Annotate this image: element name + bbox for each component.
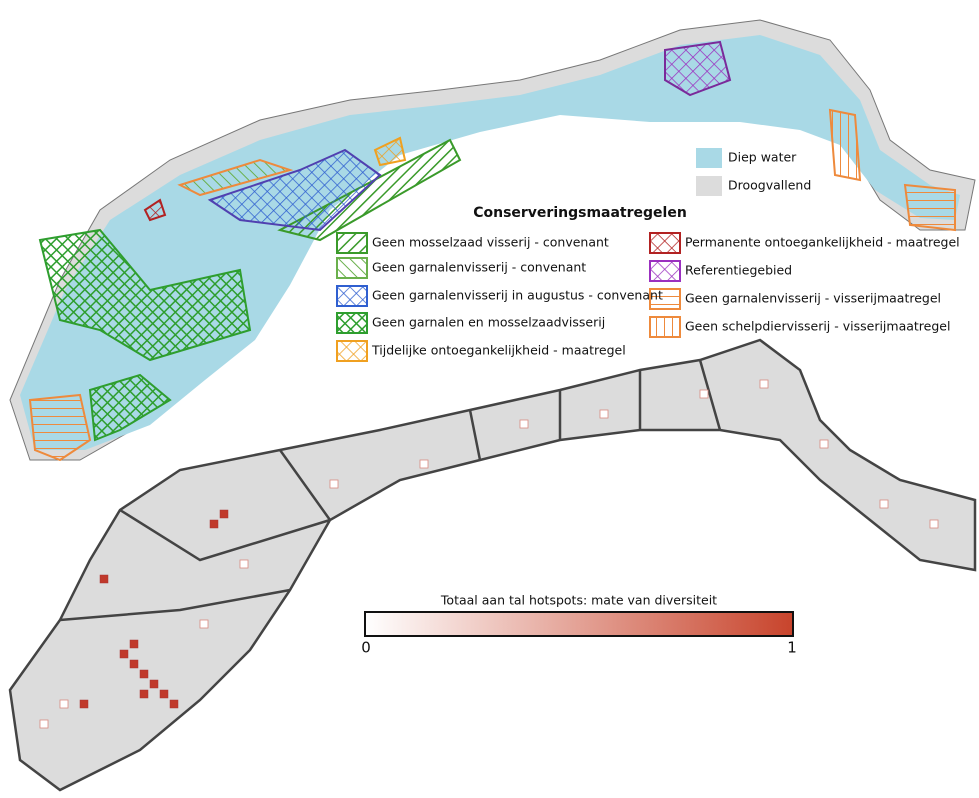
legend-label: Referentiegebied [685,263,792,278]
legend-label: Geen mosselzaad visserij - convenant [372,235,609,250]
water-legend: Diep water Droogvallend [696,148,811,196]
legend-label: Geen garnalenvisserij - visserijmaatrege… [685,291,941,306]
measures-legend: Conserveringsmaatregelen Geen mosselzaad… [336,205,960,362]
legend-label: Diep water [728,150,797,165]
legend-label: Permanente ontoegankelijkheid - maatrege… [685,235,960,250]
legend-label: Geen schelpdiervisserij - visserijmaatre… [685,319,950,334]
colorbar-max: 1 [787,639,797,657]
legend-label: Geen garnalenvisserij - convenant [372,260,586,275]
colorbar-title: Totaal aan tal hotspots: mate van divers… [440,593,717,608]
legend-label: Geen garnalen en mosselzaadvisserij [372,315,605,330]
legend-label: Droogvallend [728,178,811,193]
colorbar: Totaal aan tal hotspots: mate van divers… [361,593,797,657]
top-map [9,19,976,462]
legend-title: Conserveringsmaatregelen [473,205,687,221]
legend-label: Tijdelijke ontoegankelijkheid - maatrege… [371,343,626,358]
legend-label: Geen garnalenvisserij in augustus - conv… [372,288,663,303]
colorbar-min: 0 [361,639,371,657]
bottom-map [8,338,977,792]
